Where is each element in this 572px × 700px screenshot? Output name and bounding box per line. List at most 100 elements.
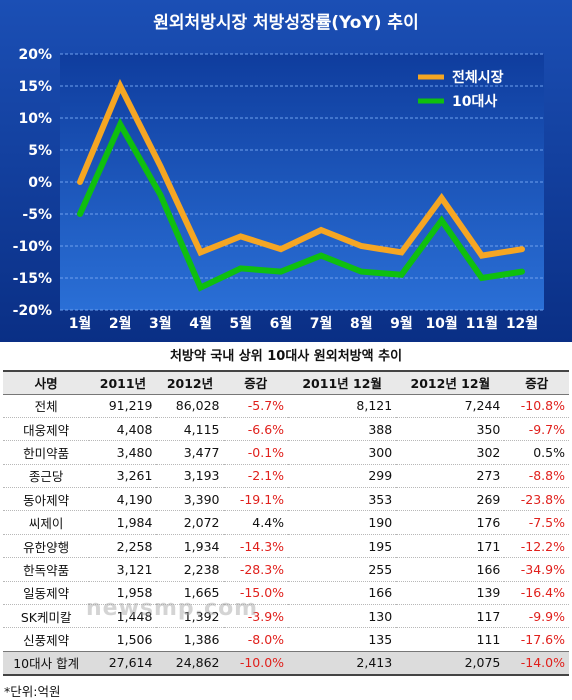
series-lines	[77, 78, 525, 292]
point-total-market	[78, 180, 82, 184]
cell-company: 일동제약	[3, 581, 90, 606]
y-tick-label: -5%	[22, 207, 52, 223]
cell-y2011: 1,448	[89, 604, 157, 629]
cell-dec2012: 139	[396, 581, 505, 606]
cell-y2011: 1,506	[89, 627, 157, 652]
cell-change-annual: 4.4%	[223, 510, 289, 535]
cell-dec2012: 176	[396, 510, 505, 535]
cell-change-dec: -9.9%	[504, 604, 569, 629]
y-tick-label: 0%	[28, 175, 52, 191]
chart-canvas: 원외처방시장 처방성장률(YoY) 추이 20% 15% 10% 5% 0% -5% -10…	[0, 0, 572, 342]
table-title: 처방약 국내 상위 10대사 원외처방액 추이	[169, 349, 403, 364]
x-tick-label: 4월	[189, 315, 212, 332]
point-top10	[198, 285, 203, 290]
legend: 전체시장 10대사	[418, 69, 504, 110]
grid-lines	[60, 53, 544, 311]
y-tick-label: 10%	[18, 111, 52, 127]
cell-y2011: 3,480	[89, 440, 157, 465]
cell-company: 유한양행	[3, 534, 90, 559]
cell-y2012: 1,392	[156, 604, 224, 629]
cell-y2012: 1,386	[156, 627, 224, 652]
table-row: 종근당 3,261 3,193 -2.1% 299 273 -8.8%	[3, 464, 569, 489]
unit-note: *단위:억원	[4, 683, 61, 699]
y-tick-label: -20%	[13, 303, 52, 319]
cell-y2011: 3,121	[89, 557, 157, 582]
point-total-market	[278, 247, 283, 252]
cell-y2012: 3,193	[156, 464, 224, 489]
cell-change-annual: -8.0%	[223, 627, 289, 652]
point-top10	[359, 269, 364, 274]
chart-title: 원외처방시장 처방성장률(YoY) 추이	[153, 13, 418, 33]
cell-company: 한독약품	[3, 557, 90, 582]
table-row: 전체 91,219 86,028 -5.7% 8,121 7,244 -10.8%	[3, 394, 569, 418]
cell-dec2012: 117	[396, 604, 505, 629]
cell-dec2011: 300	[288, 440, 397, 465]
prescription-table: 사명 2011년 2012년 증감 2011년 12월 2012년 12월 증감…	[3, 370, 569, 676]
cell-dec2011: 299	[288, 464, 397, 489]
header-2012-dec: 2012년 12월	[396, 370, 505, 395]
cell-dec2011: 255	[288, 557, 397, 582]
series-line-total-market	[77, 78, 525, 259]
cell-change-annual: -3.9%	[223, 604, 289, 629]
cell-y2011: 4,408	[89, 417, 157, 442]
y-tick-label: 20%	[18, 47, 52, 63]
cell-y2012: 86,028	[156, 394, 224, 418]
header-2011: 2011년	[89, 370, 157, 395]
cell-company: 씨제이	[3, 510, 90, 535]
point-total-market	[238, 234, 243, 239]
cell-y2011: 27,614	[89, 650, 157, 676]
cell-dec2012: 350	[396, 417, 505, 442]
y-tick-label: -15%	[13, 271, 52, 287]
cell-change-dec: -23.8%	[504, 487, 569, 512]
cell-y2011: 4,190	[89, 487, 157, 512]
point-total-market	[118, 84, 123, 88]
point-total-market	[319, 228, 324, 232]
cell-company: 종근당	[3, 464, 90, 489]
cell-y2012: 1,934	[156, 534, 224, 559]
cell-dec2012: 166	[396, 557, 505, 582]
table-body: 전체 91,219 86,028 -5.7% 8,121 7,244 -10.8% 대웅제약 4…	[3, 394, 569, 676]
table-row: 유한양행 2,258 1,934 -14.3% 195 171 -12.2%	[3, 534, 569, 559]
cell-change-dec: -10.8%	[504, 394, 569, 418]
legend-label-top10: 10대사	[452, 94, 497, 110]
point-top10	[479, 276, 484, 280]
point-top10	[78, 212, 82, 216]
point-top10	[399, 272, 404, 277]
point-top10	[278, 269, 283, 274]
cell-y2012: 2,238	[156, 557, 224, 582]
cell-change-annual: -6.6%	[223, 417, 289, 442]
cell-dec2011: 195	[288, 534, 397, 559]
cell-dec2011: 135	[288, 627, 397, 652]
cell-change-dec: -34.9%	[504, 557, 569, 582]
cell-dec2011: 130	[288, 604, 397, 629]
cell-change-dec: 0.5%	[504, 440, 569, 465]
cell-y2011: 3,261	[89, 464, 157, 489]
x-tick-label: 7월	[310, 315, 333, 332]
cell-change-annual: -19.1%	[223, 487, 289, 512]
point-total-market	[479, 253, 484, 258]
point-total-market	[520, 247, 524, 252]
cell-change-annual: -5.7%	[223, 394, 289, 418]
x-tick-label: 12월	[506, 315, 538, 332]
cell-change-annual: -0.1%	[223, 440, 289, 465]
x-tick-label: 8월	[350, 315, 373, 332]
cell-change-dec: -7.5%	[504, 510, 569, 535]
x-tick-label: 1월	[69, 315, 92, 332]
point-top10	[118, 122, 123, 127]
legend-label-total-market: 전체시장	[452, 69, 504, 86]
growth-rate-chart: 원외처방시장 처방성장률(YoY) 추이 20% 15% 10% 5% 0% -5% -10…	[0, 0, 572, 342]
cell-y2011: 1,984	[89, 510, 157, 535]
cell-change-dec: -17.6%	[504, 627, 569, 652]
cell-change-dec: -9.7%	[504, 417, 569, 442]
cell-dec2011: 353	[288, 487, 397, 512]
header-company: 사명	[3, 370, 90, 395]
cell-company: SK케미칼	[3, 604, 90, 629]
y-tick-label: 5%	[28, 143, 52, 159]
table-header-row: 사명 2011년 2012년 증감 2011년 12월 2012년 12월 증감	[3, 370, 569, 395]
table-row: 한독약품 3,121 2,238 -28.3% 255 166 -34.9%	[3, 557, 569, 582]
cell-dec2012: 302	[396, 440, 505, 465]
cell-dec2012: 269	[396, 487, 505, 512]
cell-change-dec: -8.8%	[504, 464, 569, 489]
table-row: 한미약품 3,480 3,477 -0.1% 300 302 0.5%	[3, 440, 569, 465]
cell-y2011: 2,258	[89, 534, 157, 559]
